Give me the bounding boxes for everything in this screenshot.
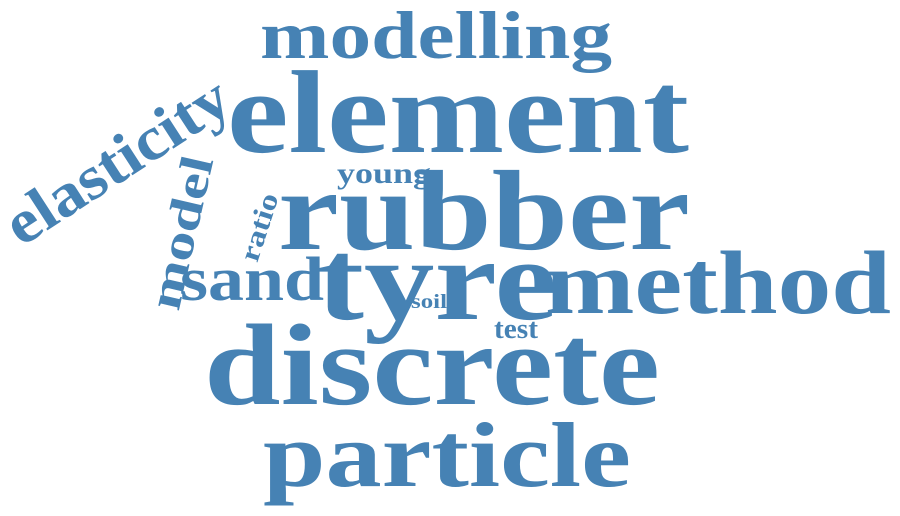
word-test: test — [494, 314, 539, 345]
word-young: young — [337, 157, 431, 190]
word-rubber: rubber — [278, 147, 690, 274]
word-modelling: modelling — [260, 0, 612, 73]
word-element: element — [227, 47, 689, 178]
word-tyre: tyre — [317, 217, 557, 345]
word-sand: sand — [180, 246, 324, 314]
word-discrete: discrete — [204, 302, 660, 430]
word-particle: particle — [263, 404, 631, 506]
word-soil: soil — [411, 291, 448, 313]
word-method: method — [545, 234, 891, 333]
